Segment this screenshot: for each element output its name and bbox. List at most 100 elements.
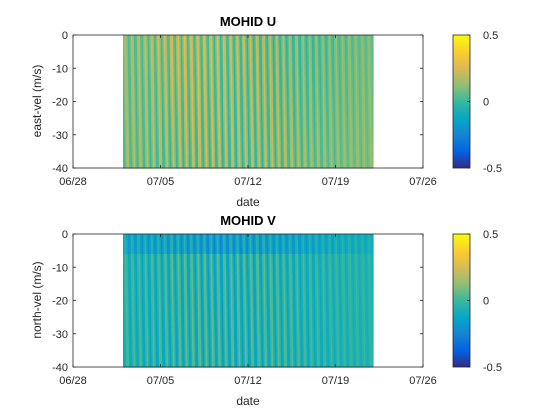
heatmap-cell [288, 68, 291, 76]
heatmap-cell [163, 307, 166, 315]
heatmap-cell [137, 48, 140, 56]
heatmap-cell [130, 327, 133, 335]
heatmap-cell [319, 74, 323, 83]
heatmap-cell [340, 94, 343, 103]
heatmap-cell [132, 340, 135, 348]
heatmap-cell [157, 313, 160, 322]
heatmap-cell [165, 161, 168, 169]
heatmap-cell [235, 260, 238, 268]
heatmap-cell [188, 74, 191, 83]
heatmap-cell [154, 240, 157, 248]
heatmap-cell [188, 161, 191, 169]
heatmap-cell [143, 300, 146, 308]
heatmap-cell [124, 280, 127, 288]
heatmap-cell [198, 293, 201, 302]
heatmap-cell [208, 128, 212, 136]
heatmap-cell [158, 88, 162, 96]
heatmap-cell [138, 300, 141, 308]
heatmap-cell [207, 333, 210, 341]
heatmap-cell [129, 340, 132, 348]
heatmap-cell [233, 353, 237, 361]
heatmap-cell [124, 101, 127, 109]
heatmap-cell [246, 234, 249, 242]
heatmap-cell [344, 48, 348, 56]
heatmap-cell [182, 48, 185, 56]
heatmap-cell [173, 121, 176, 129]
heatmap-cell [219, 61, 223, 69]
heatmap-cell [160, 313, 163, 322]
heatmap-cell [349, 101, 352, 109]
heatmap-cell [319, 141, 323, 149]
heatmap-cell [177, 320, 180, 328]
heatmap-cell [177, 347, 180, 355]
heatmap-cell [202, 54, 205, 63]
heatmap-cell [154, 340, 157, 348]
heatmap-cell [123, 101, 126, 109]
heatmap-cell [157, 88, 160, 96]
heatmap-cell [233, 293, 237, 302]
heatmap-cell [144, 134, 148, 142]
heatmap-cell [329, 134, 332, 142]
chart-title-v: MOHID V [220, 213, 276, 228]
heatmap-cell [149, 260, 152, 268]
heatmap-cell [137, 134, 140, 142]
heatmap-cell [123, 108, 126, 116]
heatmap-cell [285, 74, 288, 83]
heatmap-cell [323, 148, 326, 156]
heatmap-cell [246, 68, 249, 76]
heatmap-cell [208, 307, 212, 315]
heatmap-cell [338, 74, 341, 83]
heatmap-cell [183, 61, 187, 69]
heatmap-cell [308, 54, 312, 63]
heatmap-cell [221, 154, 224, 162]
heatmap-cell [129, 134, 132, 142]
heatmap-cell [154, 300, 157, 308]
heatmap-cell [174, 81, 177, 89]
heatmap-cell [165, 240, 168, 248]
heatmap-cell [202, 114, 205, 123]
heatmap-cell [208, 35, 212, 43]
heatmap-cell [171, 360, 174, 368]
heatmap-cell [196, 114, 199, 123]
heatmap-cell [138, 121, 141, 129]
heatmap-cell [310, 41, 313, 49]
heatmap-cell [223, 307, 226, 315]
heatmap-cell [266, 94, 269, 103]
heatmap-cell [371, 121, 374, 129]
heatmap-cell [140, 68, 143, 76]
heatmap-cell [199, 54, 202, 63]
heatmap-cell [124, 333, 127, 341]
heatmap-cell [254, 287, 257, 295]
heatmap-cell [219, 260, 223, 268]
heatmap-cell [241, 161, 244, 169]
heatmap-cell [154, 333, 157, 341]
heatmap-cell [254, 108, 257, 116]
heatmap-cell [193, 313, 196, 322]
heatmap-cell [166, 360, 169, 368]
heatmap-cell [126, 247, 129, 255]
heatmap-cell [124, 320, 127, 328]
heatmap-cell [152, 353, 155, 361]
heatmap-cell [191, 353, 194, 361]
heatmap-cell [301, 81, 304, 89]
heatmap-cell [180, 148, 183, 156]
heatmap-cell [332, 141, 335, 149]
heatmap-cell [237, 101, 240, 109]
heatmap-cell [235, 267, 238, 275]
heatmap-cell [215, 240, 218, 248]
heatmap-cell [124, 134, 127, 142]
heatmap-cell [152, 293, 155, 302]
heatmap-cell [260, 134, 263, 142]
heatmap-cell [243, 327, 246, 335]
heatmap-cell [199, 313, 202, 322]
heatmap-cell [155, 247, 158, 255]
heatmap-cell [132, 247, 135, 255]
heatmap-cell [143, 234, 146, 242]
heatmap-cell [308, 148, 312, 156]
heatmap-cell [312, 114, 315, 123]
heatmap-cell [223, 134, 226, 142]
heatmap-cell [238, 360, 241, 368]
heatmap-cell [269, 61, 273, 69]
heatmap-cell [155, 128, 158, 136]
heatmap-cell [298, 114, 301, 123]
